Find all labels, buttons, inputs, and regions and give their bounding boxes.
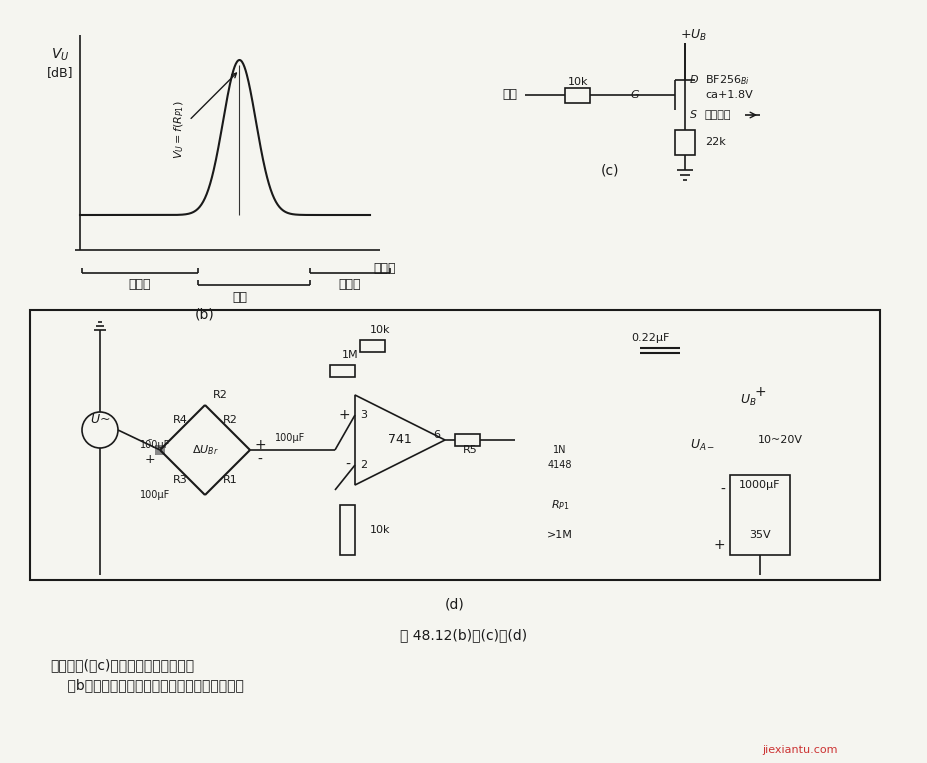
Text: D: D [690,75,698,85]
Text: +: + [145,453,155,466]
Text: 至放大器: 至放大器 [705,110,730,120]
Text: $U_B$: $U_B$ [739,392,756,407]
Text: -: - [719,483,724,497]
Text: +: + [713,538,724,552]
Text: R3: R3 [172,475,187,485]
Bar [330,365,355,377]
Text: >1M: >1M [547,530,572,540]
Text: +: + [338,408,349,422]
Text: (d): (d) [445,598,464,612]
Bar [339,505,355,555]
Bar [360,340,385,352]
Text: -: - [345,458,349,472]
Text: 10k: 10k [370,525,390,535]
Text: -: - [258,453,262,467]
Text: 自桥: 自桥 [502,89,517,101]
Text: +$U_B$: +$U_B$ [679,27,706,43]
Bar [730,475,789,555]
Bar [454,434,479,446]
Text: 1N: 1N [552,445,566,455]
Text: 35V: 35V [748,530,770,540]
Text: R2: R2 [222,415,237,425]
Text: BF256$_{Bi}$: BF256$_{Bi}$ [705,73,749,87]
Text: 桥调整: 桥调整 [374,262,396,275]
Text: 0.22μF: 0.22μF [630,333,668,343]
Text: (b): (b) [195,308,215,322]
Text: jiexiantu.com: jiexiantu.com [761,745,837,755]
Text: 100μF: 100μF [274,433,305,443]
Text: 未平衡: 未平衡 [129,278,151,291]
Text: 未平衡: 未平衡 [338,278,361,291]
Text: +: + [754,385,765,399]
Bar [155,445,165,455]
Text: 1000μF: 1000μF [739,480,780,490]
Text: $R_{P1}$: $R_{P1}$ [550,498,569,512]
Text: S: S [690,110,696,120]
Text: (c): (c) [600,163,618,177]
Text: 2: 2 [360,460,367,470]
Text: R1: R1 [222,475,237,485]
Text: 4148: 4148 [547,460,572,470]
Text: $V_U=f(R_{P1})$: $V_U=f(R_{P1})$ [172,73,236,159]
Text: R4: R4 [172,415,187,425]
Text: $\Delta U_{Br}$: $\Delta U_{Br}$ [192,443,218,457]
Text: 图 48.12(b)、(c)、(d): 图 48.12(b)、(c)、(d) [400,628,527,642]
Text: 10k: 10k [369,325,390,335]
Text: 100μF: 100μF [140,440,170,450]
Text: 平衡: 平衡 [232,291,247,304]
Text: 10~20V: 10~20V [756,435,802,445]
Text: $V_U$: $V_U$ [51,47,70,63]
Bar [565,88,590,103]
Text: 741: 741 [387,433,412,446]
Text: 1M: 1M [341,350,358,360]
Text: 100μF: 100μF [140,490,170,500]
Bar [30,310,879,580]
Text: 图b示出桥路调整未平衡和平衡时的增益曲线。: 图b示出桥路调整未平衡和平衡时的增益曲线。 [50,678,244,692]
Text: 6: 6 [433,430,439,440]
Text: 10k: 10k [567,77,588,87]
Text: -: - [147,433,152,446]
Text: 22k: 22k [705,137,725,147]
Bar [674,130,694,155]
Text: G: G [630,90,639,100]
Text: $U_{A-}$: $U_{A-}$ [690,437,715,452]
Text: R5: R5 [463,445,476,455]
Text: +: + [254,438,265,452]
Text: ca+1.8V: ca+1.8V [705,90,752,100]
Text: [dB]: [dB] [46,66,73,79]
Text: $U$~: $U$~ [90,414,110,427]
Text: 3: 3 [360,410,366,420]
Text: R2: R2 [212,390,227,400]
Text: 隔离电路(图c)连接输入和输出两端。: 隔离电路(图c)连接输入和输出两端。 [50,658,194,672]
